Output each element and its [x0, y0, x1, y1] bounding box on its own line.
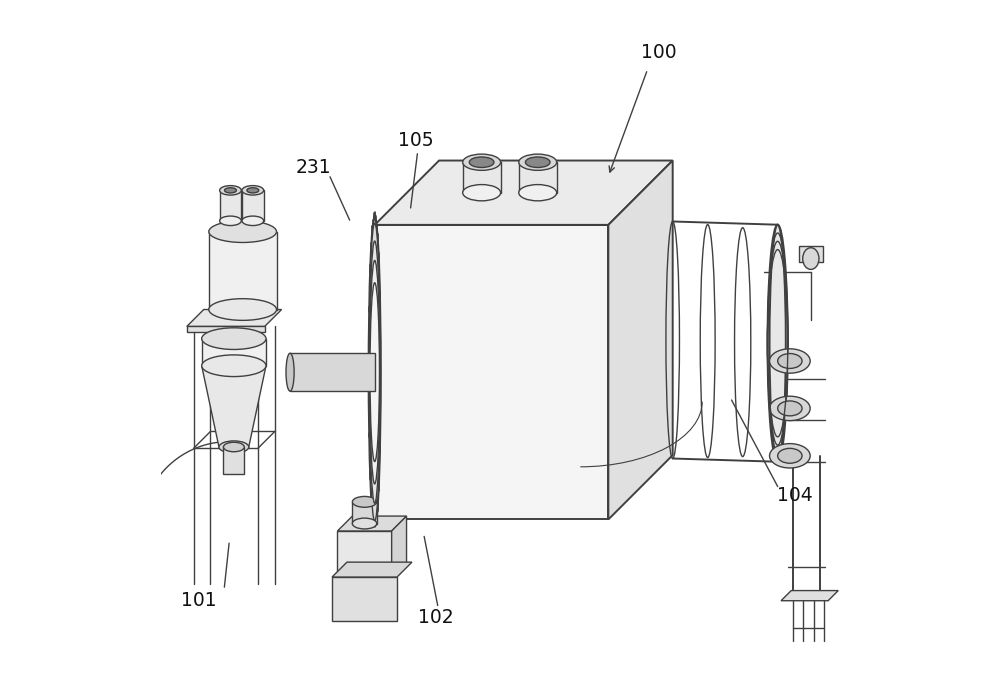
Text: 101: 101 [181, 591, 216, 610]
Ellipse shape [525, 157, 550, 167]
Ellipse shape [202, 355, 266, 377]
Ellipse shape [242, 216, 264, 226]
Ellipse shape [778, 354, 802, 369]
Ellipse shape [369, 218, 381, 526]
Ellipse shape [778, 448, 802, 463]
Polygon shape [242, 190, 264, 221]
Bar [799, 245, 823, 262]
Polygon shape [220, 190, 241, 221]
Polygon shape [375, 225, 608, 520]
Polygon shape [290, 353, 375, 391]
Polygon shape [209, 232, 277, 309]
Ellipse shape [369, 241, 380, 503]
Ellipse shape [519, 184, 557, 201]
Ellipse shape [463, 184, 501, 201]
Polygon shape [519, 163, 557, 192]
Polygon shape [332, 577, 397, 621]
Ellipse shape [247, 188, 259, 193]
Ellipse shape [803, 248, 819, 269]
Polygon shape [463, 163, 501, 192]
Polygon shape [608, 160, 673, 520]
Text: 100: 100 [641, 43, 677, 62]
Ellipse shape [778, 401, 802, 416]
Ellipse shape [225, 188, 236, 193]
Ellipse shape [770, 224, 786, 462]
Ellipse shape [202, 328, 266, 350]
Polygon shape [202, 339, 266, 366]
Polygon shape [223, 447, 244, 474]
Ellipse shape [209, 221, 277, 243]
Ellipse shape [770, 443, 810, 468]
Ellipse shape [463, 154, 501, 171]
Polygon shape [337, 531, 392, 577]
Polygon shape [375, 160, 673, 225]
Polygon shape [187, 326, 265, 332]
Ellipse shape [768, 224, 788, 462]
Polygon shape [392, 516, 407, 577]
Text: 104: 104 [777, 486, 812, 505]
Text: 105: 105 [398, 131, 433, 150]
Polygon shape [187, 309, 282, 326]
Polygon shape [352, 502, 377, 524]
Polygon shape [202, 366, 266, 447]
Text: 102: 102 [418, 608, 453, 627]
Ellipse shape [352, 518, 377, 529]
Ellipse shape [770, 349, 810, 373]
Ellipse shape [220, 186, 241, 195]
Ellipse shape [770, 396, 810, 421]
Ellipse shape [286, 353, 294, 391]
Ellipse shape [220, 216, 241, 226]
Ellipse shape [469, 157, 494, 167]
Ellipse shape [352, 496, 377, 507]
Polygon shape [781, 590, 838, 600]
Ellipse shape [519, 154, 557, 171]
Text: 231: 231 [296, 158, 332, 177]
Ellipse shape [370, 283, 379, 462]
Polygon shape [332, 562, 412, 577]
Polygon shape [337, 516, 407, 531]
Ellipse shape [209, 299, 277, 320]
Ellipse shape [219, 441, 249, 453]
Ellipse shape [242, 186, 264, 195]
Ellipse shape [369, 223, 380, 521]
Ellipse shape [223, 442, 244, 452]
Ellipse shape [370, 260, 380, 484]
